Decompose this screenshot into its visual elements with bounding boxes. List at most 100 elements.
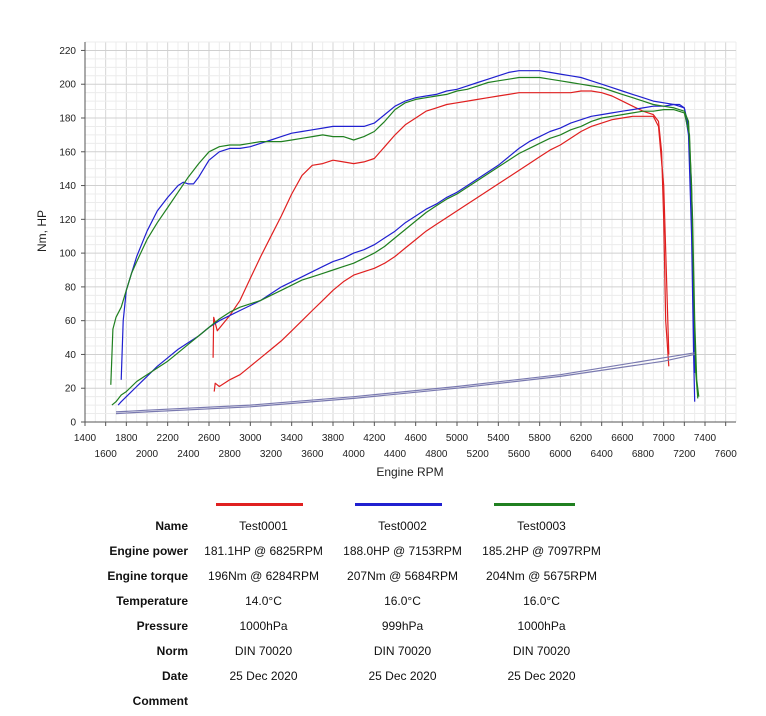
x-tick-label: 4600 — [405, 433, 428, 444]
label-date: Date — [161, 668, 188, 683]
series-line-loss-band-upper — [115, 352, 695, 413]
row-comment: Comment — [60, 688, 611, 713]
comment-value — [472, 688, 611, 713]
x-tick-label: 1800 — [115, 433, 138, 444]
x-tick-label: 5000 — [446, 433, 469, 444]
x-tick-label: 3200 — [260, 449, 283, 460]
x-tick-label: 4200 — [363, 433, 386, 444]
x-tick-label: 1600 — [95, 449, 118, 460]
x-tick-label: 3400 — [281, 433, 304, 444]
run-name: Test0002 — [378, 518, 427, 533]
date-value: 25 Dec 2020 — [368, 668, 437, 683]
y-tick-label: 100 — [59, 249, 76, 260]
series-line-test0003-torque — [110, 76, 699, 399]
engine-torque-value: 204Nm @ 5675RPM — [486, 568, 597, 583]
x-tick-label: 5400 — [487, 433, 510, 444]
y-tick-label: 60 — [65, 316, 77, 327]
x-tick-label: 3600 — [301, 449, 324, 460]
y-tick-label: 180 — [59, 114, 76, 125]
y-tick-label: 20 — [65, 384, 77, 395]
x-tick-label: 6600 — [611, 433, 634, 444]
run-summary-table: Name Test0001 Test0002 Test0003 Engine p… — [60, 513, 611, 713]
label-comment: Comment — [132, 693, 188, 708]
y-tick-label: 40 — [65, 350, 77, 361]
y-tick-label: 80 — [65, 282, 77, 293]
norm-value: DIN 70020 — [373, 643, 432, 658]
pressure-value: 999hPa — [381, 618, 424, 633]
date-value: 25 Dec 2020 — [507, 668, 576, 683]
date-value: 25 Dec 2020 — [229, 668, 298, 683]
x-tick-label: 4800 — [425, 449, 448, 460]
series-line-loss-band-lower — [115, 353, 695, 415]
y-tick-label: 200 — [59, 80, 76, 91]
x-tick-label: 6200 — [570, 433, 593, 444]
x-tick-label: 6400 — [591, 449, 614, 460]
run-name: Test0001 — [239, 518, 288, 533]
chart-series — [110, 70, 700, 415]
x-tick-label: 4000 — [343, 449, 366, 460]
y-tick-label: 120 — [59, 215, 76, 226]
series-line-test0002-power — [117, 103, 696, 406]
row-pressure: Pressure 1000hPa 999hPa 1000hPa — [60, 613, 611, 638]
x-tick-label: 7200 — [673, 449, 696, 460]
row-temperature: Temperature 14.0°C 16.0°C 16.0°C — [60, 588, 611, 613]
row-engine-torque: Engine torque 196Nm @ 6284RPM 207Nm @ 56… — [60, 563, 611, 588]
temperature-value: 16.0°C — [523, 593, 560, 608]
label-engine-power: Engine power — [109, 543, 188, 558]
x-tick-label: 4400 — [384, 449, 407, 460]
x-tick-label: 5600 — [508, 449, 531, 460]
x-tick-label: 7600 — [715, 449, 738, 460]
legend-swatch-test0003 — [494, 503, 575, 506]
label-engine-torque: Engine torque — [107, 568, 188, 583]
label-temperature: Temperature — [116, 593, 188, 608]
engine-torque-value: 196Nm @ 6284RPM — [208, 568, 319, 583]
comment-value — [194, 688, 333, 713]
label-pressure: Pressure — [136, 618, 188, 633]
x-tick-label: 5200 — [467, 449, 490, 460]
norm-value: DIN 70020 — [234, 643, 293, 658]
x-tick-label: 3000 — [239, 433, 262, 444]
row-date: Date 25 Dec 2020 25 Dec 2020 25 Dec 2020 — [60, 663, 611, 688]
x-tick-label: 5800 — [529, 433, 552, 444]
x-tick-label: 2600 — [198, 433, 221, 444]
y-axis-label: Nm, HP — [35, 210, 49, 252]
engine-power-value: 181.1HP @ 6825RPM — [204, 543, 323, 558]
x-tick-label: 2800 — [219, 449, 242, 460]
x-tick-label: 6800 — [632, 449, 655, 460]
x-tick-label: 7400 — [694, 433, 717, 444]
engine-torque-value: 207Nm @ 5684RPM — [347, 568, 458, 583]
norm-value: DIN 70020 — [512, 643, 571, 658]
engine-power-value: 188.0HP @ 7153RPM — [343, 543, 462, 558]
x-tick-label: 7000 — [653, 433, 676, 444]
label-norm: Norm — [156, 643, 188, 658]
label-name: Name — [155, 518, 188, 533]
temperature-value: 16.0°C — [384, 593, 421, 608]
row-norm: Norm DIN 70020 DIN 70020 DIN 70020 — [60, 638, 611, 663]
legend-swatch-test0001 — [216, 503, 303, 506]
row-name: Name Test0001 Test0002 Test0003 — [60, 513, 611, 538]
x-tick-label: 2200 — [157, 433, 180, 444]
run-name: Test0003 — [517, 518, 566, 533]
series-line-test0001-power — [213, 115, 670, 392]
x-tick-label: 1400 — [74, 433, 97, 444]
x-tick-label: 6000 — [549, 449, 572, 460]
y-tick-label: 160 — [59, 147, 76, 158]
dyno-chart: 0 20 40 60 80 100 120 140 160 180 200 220 1400 1800 22… — [35, 41, 737, 479]
y-tick-label: 220 — [59, 46, 76, 57]
series-line-test0003-power — [111, 109, 700, 406]
chart-axes: 0 20 40 60 80 100 120 140 160 180 200 220 1400 1800 22… — [59, 42, 737, 460]
temperature-value: 14.0°C — [245, 593, 282, 608]
x-tick-label: 3800 — [322, 433, 345, 444]
pressure-value: 1000hPa — [239, 618, 288, 633]
x-axis-label: Engine RPM — [376, 465, 443, 479]
series-line-test0001-torque — [212, 90, 670, 367]
x-tick-label: 2400 — [177, 449, 200, 460]
chart-grid — [84, 41, 737, 423]
x-tick-label: 2000 — [136, 449, 159, 460]
legend-swatch-test0002 — [355, 503, 442, 506]
series-line-test0002-torque — [120, 70, 696, 380]
comment-value — [333, 688, 472, 713]
pressure-value: 1000hPa — [517, 618, 566, 633]
y-tick-label: 0 — [70, 418, 76, 429]
